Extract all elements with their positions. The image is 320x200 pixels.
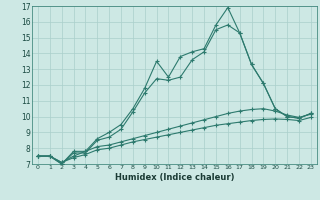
X-axis label: Humidex (Indice chaleur): Humidex (Indice chaleur) [115,173,234,182]
